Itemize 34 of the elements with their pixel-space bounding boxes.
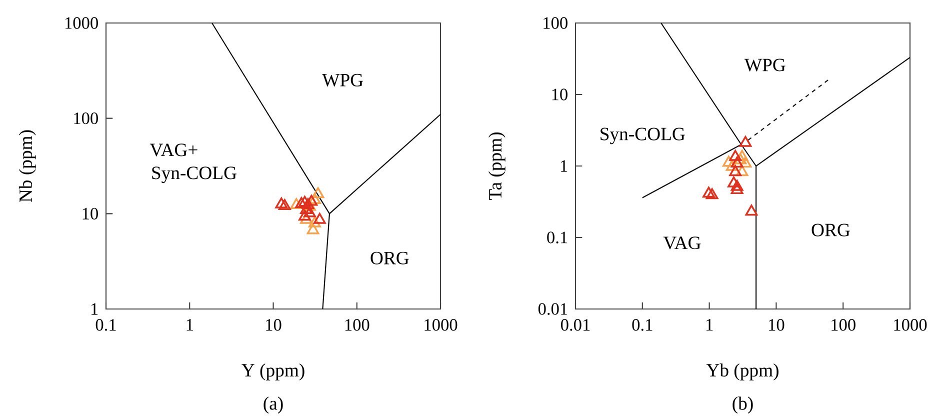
y-tick-label: 1000 — [65, 17, 98, 29]
y-axis-title: Ta (ppm) — [488, 132, 506, 200]
y-tick-label: 0.1 — [547, 232, 568, 244]
y-tick-label: 1 — [560, 160, 568, 172]
y-tick-label: 10 — [82, 208, 98, 220]
annotation: ORG — [370, 252, 409, 264]
text: (a) — [264, 396, 283, 414]
x-tick-label: 1 — [186, 319, 193, 330]
y-tick-label: 0.01 — [538, 303, 568, 315]
annotation: Syn-COLG — [600, 128, 685, 144]
x-tick-label: 10 — [266, 319, 282, 331]
y-tick-label: 10 — [552, 88, 568, 100]
x-tick-label: 1000 — [424, 319, 458, 331]
annotation: VAG+ — [150, 144, 198, 156]
x-tick-label: 0.01 — [561, 319, 590, 331]
annotation: VAG — [663, 236, 701, 250]
x-tick-label: 1 — [706, 319, 713, 330]
x-axis-title: Y (ppm) — [242, 363, 304, 380]
y-axis-title: Nb (ppm) — [18, 130, 36, 202]
text: (b) — [732, 396, 753, 414]
x-tick-label: 10 — [769, 319, 784, 331]
x-tick-label: 100 — [832, 319, 856, 331]
annotation: ORG — [812, 224, 850, 236]
annotation: WPG — [322, 74, 363, 87]
y-tick-label: 1 — [91, 303, 98, 315]
annotation: WPG — [744, 58, 786, 72]
x-tick-label: 1000 — [894, 319, 927, 331]
y-tick-label: 100 — [74, 112, 98, 124]
x-tick-label: 0.1 — [96, 319, 116, 331]
annotation: Syn-COLG — [152, 166, 236, 184]
x-tick-label: 100 — [345, 319, 370, 331]
y-tick-label: 100 — [544, 17, 568, 29]
x-axis-title: Yb (ppm) — [706, 363, 778, 380]
x-tick-label: 0.1 — [632, 319, 652, 331]
